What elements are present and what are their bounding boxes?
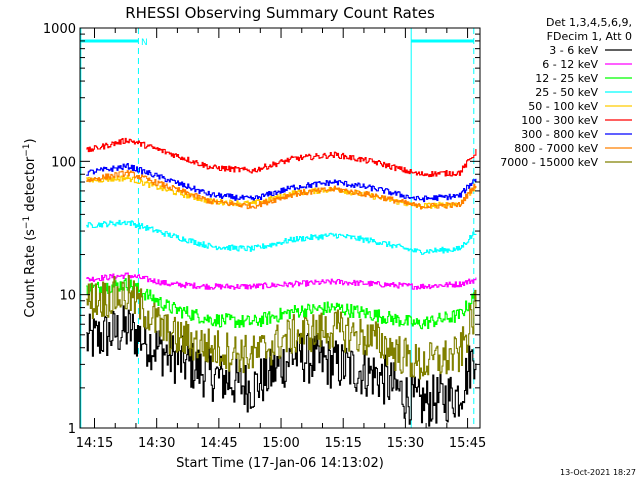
series-line [86,305,477,427]
y-tick-label: 1000 [43,22,76,37]
x-tick-label: 14:15 [76,436,113,451]
legend-label: 25 - 50 keV [535,86,598,99]
x-tick-label: 15:45 [449,436,486,451]
y-axis-label: Count Rate (s−1 detector−1) [22,138,38,317]
marker-label-n: N [141,38,148,48]
x-tick-label: 14:45 [200,436,237,451]
legend-header-line-1: Det 1,3,4,5,6,9, [546,16,632,29]
legend: Det 1,3,4,5,6,9, FDecim 1, Att 0 3 - 6 k… [500,16,632,169]
legend-label: 3 - 6 keV [549,44,598,57]
x-tick-label: 15:00 [262,436,299,451]
series-line [86,219,477,255]
series-line [86,272,477,290]
series-line [86,137,477,178]
series-line [86,274,477,380]
legend-header-line-2: FDecim 1, Att 0 [547,30,632,43]
y-tick-label: 100 [51,155,76,170]
legend-label: 7000 - 15000 keV [500,156,598,169]
series-lines [86,137,477,427]
series-line [86,162,477,203]
plot-frame [79,27,481,429]
legend-label: 50 - 100 keV [528,100,598,113]
series-line [86,170,477,210]
y-tick-label: 1 [68,422,76,437]
y-axis-ticks: 1 10 100 1000 [43,22,480,437]
x-tick-label: 15:15 [324,436,361,451]
legend-label: 100 - 300 keV [521,114,598,127]
chart-title: RHESSI Observing Summary Count Rates [125,4,435,22]
footer-timestamp: 13-Oct-2021 18:27 [560,468,636,477]
legend-label: 300 - 800 keV [521,128,598,141]
y-tick-label: 10 [59,289,76,304]
legend-label: 800 - 7000 keV [514,142,598,155]
x-axis-label: Start Time (17-Jan-06 14:13:02) [176,456,384,471]
x-tick-label: 14:30 [138,436,175,451]
x-axis-ticks: 14:15 14:30 14:45 15:00 15:15 15:30 15:45 [76,28,486,451]
legend-label: 6 - 12 keV [542,58,598,71]
series-line [86,278,477,330]
legend-label: 12 - 25 keV [535,72,598,85]
x-tick-label: 15:30 [387,436,424,451]
